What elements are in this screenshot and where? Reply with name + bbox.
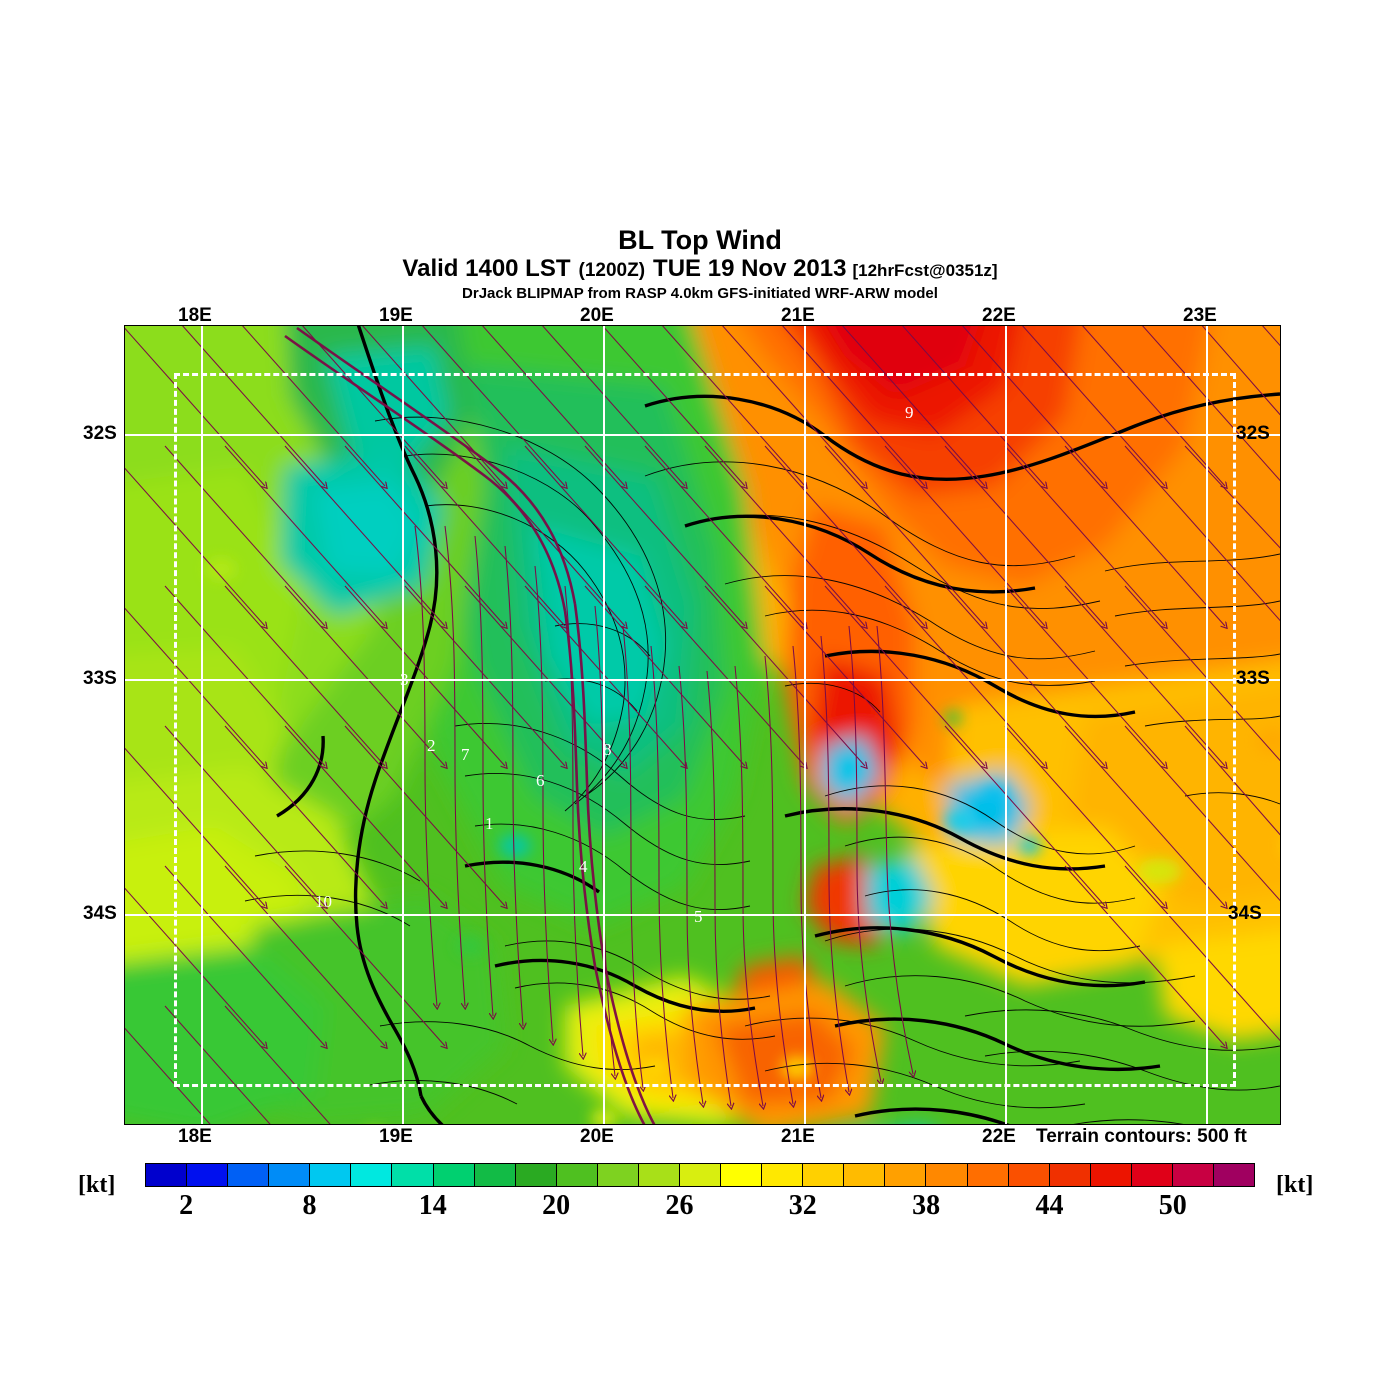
colorbar-segment-12 <box>638 1164 681 1186</box>
lat-tick-right-34s: 34S <box>1228 903 1262 924</box>
lon-tick-bottom-20e: 20E <box>580 1126 614 1147</box>
waypoint-2[interactable]: 2 <box>427 736 436 755</box>
gridline-lon-23e <box>1206 326 1208 1124</box>
valid-prefix: Valid 1400 LST <box>402 255 571 282</box>
gridline-lat-32s <box>125 434 1280 436</box>
colorbar-segment-23 <box>1090 1164 1132 1186</box>
wind-speed-field <box>125 326 1280 1124</box>
colorbar-tick-50: 50 <box>1158 1190 1187 1221</box>
terrain-contours <box>244 326 1280 1124</box>
colorbar-segment-24 <box>1131 1164 1173 1186</box>
colorbar-segment-13 <box>680 1164 722 1186</box>
colorbar-segment-3 <box>269 1164 311 1186</box>
lon-tick-bottom-22e: 22E <box>982 1126 1016 1147</box>
colorbar-tick-44: 44 <box>1035 1190 1064 1221</box>
valid-time-line: Valid 1400 LST (1200Z) TUE 19 Nov 2013 [12h… <box>0 255 1400 284</box>
colorbar-segment-18 <box>885 1164 927 1186</box>
gridline-lon-21e <box>804 326 806 1124</box>
gridline-lat-34s <box>125 914 1280 916</box>
colorbar-unit-right: [kt] <box>1276 1172 1314 1198</box>
page-title: BL Top Wind <box>618 225 782 255</box>
title-block: BL Top Wind Valid 1400 LST (1200Z) TUE 19 … <box>0 225 1400 303</box>
gridline-lon-19e <box>402 326 404 1124</box>
lon-tick-bottom-18e: 18E <box>178 1126 212 1147</box>
lon-tick-bottom-21e: 21E <box>781 1126 815 1147</box>
lat-tick-left-32s: 32S <box>83 423 117 444</box>
waypoint-9[interactable]: 9 <box>905 403 914 422</box>
colorbar-tick-14: 14 <box>418 1190 447 1221</box>
colorbar-tick-20: 20 <box>542 1190 571 1221</box>
colorbar-segment-14 <box>721 1164 763 1186</box>
waypoint-1[interactable]: 1 <box>485 814 494 833</box>
waypoint-5[interactable]: 5 <box>694 907 703 926</box>
waypoint-8[interactable]: 8 <box>603 740 612 759</box>
lon-tick-top-18e: 18E <box>178 305 212 326</box>
colorbar-segment-20 <box>967 1164 1009 1186</box>
valid-date: TUE 19 Nov 2013 <box>653 255 847 282</box>
colorbar-segment-9 <box>515 1164 557 1186</box>
gridline-lon-20e <box>603 326 605 1124</box>
lat-tick-left-34s: 34S <box>83 903 117 924</box>
colorbar-segment-19 <box>926 1164 968 1186</box>
colorbar-tick-26: 26 <box>665 1190 694 1221</box>
lon-tick-top-20e: 20E <box>580 305 614 326</box>
lon-tick-top-21e: 21E <box>781 305 815 326</box>
colorbar-tick-2: 2 <box>179 1190 194 1221</box>
waypoint-10[interactable]: 10 <box>315 892 332 911</box>
lat-tick-left-33s: 33S <box>83 668 117 689</box>
colorbar-segment-10 <box>556 1164 598 1186</box>
colorbar-tick-8: 8 <box>302 1190 317 1221</box>
map-plot[interactable]: 1 2 3 4 5 6 7 8 9 10 <box>124 325 1281 1125</box>
lon-tick-top-19e: 19E <box>379 305 413 326</box>
waypoint-3[interactable]: 3 <box>400 670 409 689</box>
colorbar-segment-25 <box>1172 1164 1215 1186</box>
terrain-contour-note: Terrain contours: 500 ft <box>1036 1126 1247 1147</box>
domain-boundary-box <box>174 373 1236 1087</box>
lon-tick-top-23e: 23E <box>1183 305 1217 326</box>
colorbar-unit-left: [kt] <box>78 1172 116 1198</box>
colorbar-segment-26 <box>1214 1164 1255 1186</box>
colorbar-segment-16 <box>803 1164 845 1186</box>
valid-utc: (1200Z) <box>578 260 646 281</box>
colorbar[interactable] <box>145 1163 1255 1187</box>
colorbar-segment-6 <box>392 1164 434 1186</box>
lat-tick-right-32s: 32S <box>1236 423 1270 444</box>
colorbar-segment-8 <box>474 1164 516 1186</box>
colorbar-segment-11 <box>597 1164 639 1186</box>
waypoint-4[interactable]: 4 <box>579 857 588 876</box>
forecast-tag: [12hrFcst@0351z] <box>852 261 998 280</box>
colorbar-segment-7 <box>433 1164 475 1186</box>
waypoint-6[interactable]: 6 <box>536 771 545 790</box>
gridline-lon-22e <box>1005 326 1007 1124</box>
model-source-line: DrJack BLIPMAP from RASP 4.0km GFS-initi… <box>462 285 938 302</box>
colorbar-segment-4 <box>310 1164 352 1186</box>
lat-tick-right-33s: 33S <box>1236 668 1270 689</box>
lon-tick-top-22e: 22E <box>982 305 1016 326</box>
waypoint-7[interactable]: 7 <box>461 745 470 764</box>
colorbar-segment-2 <box>228 1164 270 1186</box>
colorbar-segment-5 <box>351 1164 393 1186</box>
gridline-lat-33s <box>125 679 1280 681</box>
wind-streamlines <box>125 326 1280 1124</box>
map-canvas: 1 2 3 4 5 6 7 8 9 10 <box>125 326 1280 1124</box>
colorbar-segment-21 <box>1008 1164 1050 1186</box>
colorbar-segment-1 <box>187 1164 229 1186</box>
gridline-lon-18e <box>201 326 203 1124</box>
colorbar-segment-22 <box>1049 1164 1091 1186</box>
colorbar-segment-15 <box>762 1164 804 1186</box>
lon-tick-bottom-19e: 19E <box>379 1126 413 1147</box>
colorbar-tick-32: 32 <box>788 1190 817 1221</box>
colorbar-segment-17 <box>844 1164 886 1186</box>
colorbar-tick-38: 38 <box>912 1190 941 1221</box>
colorbar-segment-0 <box>146 1164 188 1186</box>
